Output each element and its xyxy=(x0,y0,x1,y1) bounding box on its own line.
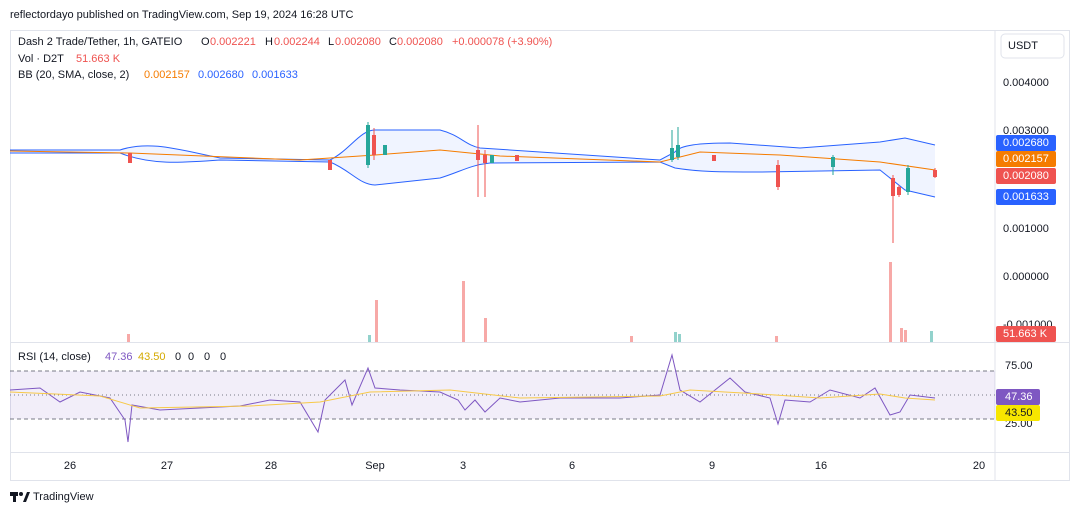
rsi-value: 0 xyxy=(175,351,181,363)
time-tick: Sep xyxy=(365,460,385,472)
bb-value: 0.002680 xyxy=(198,69,244,81)
footer-brand: TradingView xyxy=(33,491,94,503)
rsi-ma xyxy=(9,389,936,409)
rsi-value: 0 xyxy=(204,351,210,363)
ohlc-value: 0.002080 xyxy=(335,36,381,48)
ohlc-value: 0.002221 xyxy=(210,36,256,48)
ohlc-value: 0.002244 xyxy=(274,36,320,48)
chart-frame xyxy=(10,30,1070,481)
candles xyxy=(128,122,937,243)
ohlc: O 0.002221 H 0.002244 L 0.002080 C 0.002… xyxy=(201,36,552,48)
rsi-value: 0 xyxy=(220,351,226,363)
volume-label: Vol · D2T xyxy=(18,53,64,65)
bb-fill xyxy=(10,130,935,197)
price-tick: 0.004000 xyxy=(1003,77,1049,89)
price-label-bg xyxy=(996,151,1056,167)
time-tick: 26 xyxy=(64,460,76,472)
tv-logo xyxy=(10,492,30,502)
price-label: 0.002680 xyxy=(1003,137,1049,149)
bb-label: BB (20, SMA, close, 2) xyxy=(18,69,129,81)
price-label-bg xyxy=(996,168,1056,184)
time-tick: 16 xyxy=(815,460,827,472)
time-tick: 9 xyxy=(709,460,715,472)
bb-value: 0.002157 xyxy=(144,69,190,81)
rsi-label-bg xyxy=(996,389,1040,405)
price-label: 0.002157 xyxy=(1003,153,1049,165)
time-tick: 28 xyxy=(265,460,277,472)
publisher: reflectordayo published on TradingView.c… xyxy=(10,9,354,21)
price-label-bg xyxy=(996,189,1056,205)
rsi-label: RSI (14, close) xyxy=(18,351,91,363)
price-tick: 0.001000 xyxy=(1003,223,1049,235)
price-label: 0.001633 xyxy=(1003,191,1049,203)
rsi-value: 0 xyxy=(188,351,194,363)
time-tick: 3 xyxy=(460,460,466,472)
currency[interactable]: USDT xyxy=(1008,40,1038,52)
volume-value: 51.663 K xyxy=(76,53,121,65)
price-label: 0.002080 xyxy=(1003,170,1049,182)
rsi-tick: 75.00 xyxy=(1005,360,1033,372)
ohlc-key: H xyxy=(265,36,273,48)
time-tick: 20 xyxy=(973,460,985,472)
ohlc-value: 0.002080 xyxy=(397,36,443,48)
time-tick: 27 xyxy=(161,460,173,472)
price-tick: 0.000000 xyxy=(1003,271,1049,283)
price-label: 51.663 K xyxy=(1003,328,1048,340)
rsi-value: 47.36 xyxy=(105,351,133,363)
change: +0.000078 (+3.90%) xyxy=(452,36,552,48)
price-label-bg xyxy=(996,326,1056,342)
ohlc-key: L xyxy=(328,36,334,48)
time-axis: 26 27 28 Sep 3 6 9 16 20 xyxy=(64,460,985,472)
bb-upper xyxy=(10,129,936,161)
ohlc-key: C xyxy=(389,36,397,48)
rsi-value: 43.50 xyxy=(138,351,166,363)
symbol: Dash 2 Trade/Tether, 1h, GATEIO xyxy=(18,36,183,48)
bb-lower xyxy=(10,152,936,198)
rsi-current: 47.36 xyxy=(1005,391,1033,403)
bb-value: 0.001633 xyxy=(252,69,298,81)
ohlc-key: O xyxy=(201,36,210,48)
currency-button[interactable] xyxy=(1000,33,1065,59)
volume-bars xyxy=(127,262,933,342)
rsi-ma-current: 43.50 xyxy=(1005,407,1033,419)
price-tick: 0.003000 xyxy=(1003,125,1049,137)
bb-basis xyxy=(9,149,936,171)
rsi-label-bg xyxy=(996,405,1040,421)
time-tick: 6 xyxy=(569,460,575,472)
price-label-bg xyxy=(996,135,1056,151)
